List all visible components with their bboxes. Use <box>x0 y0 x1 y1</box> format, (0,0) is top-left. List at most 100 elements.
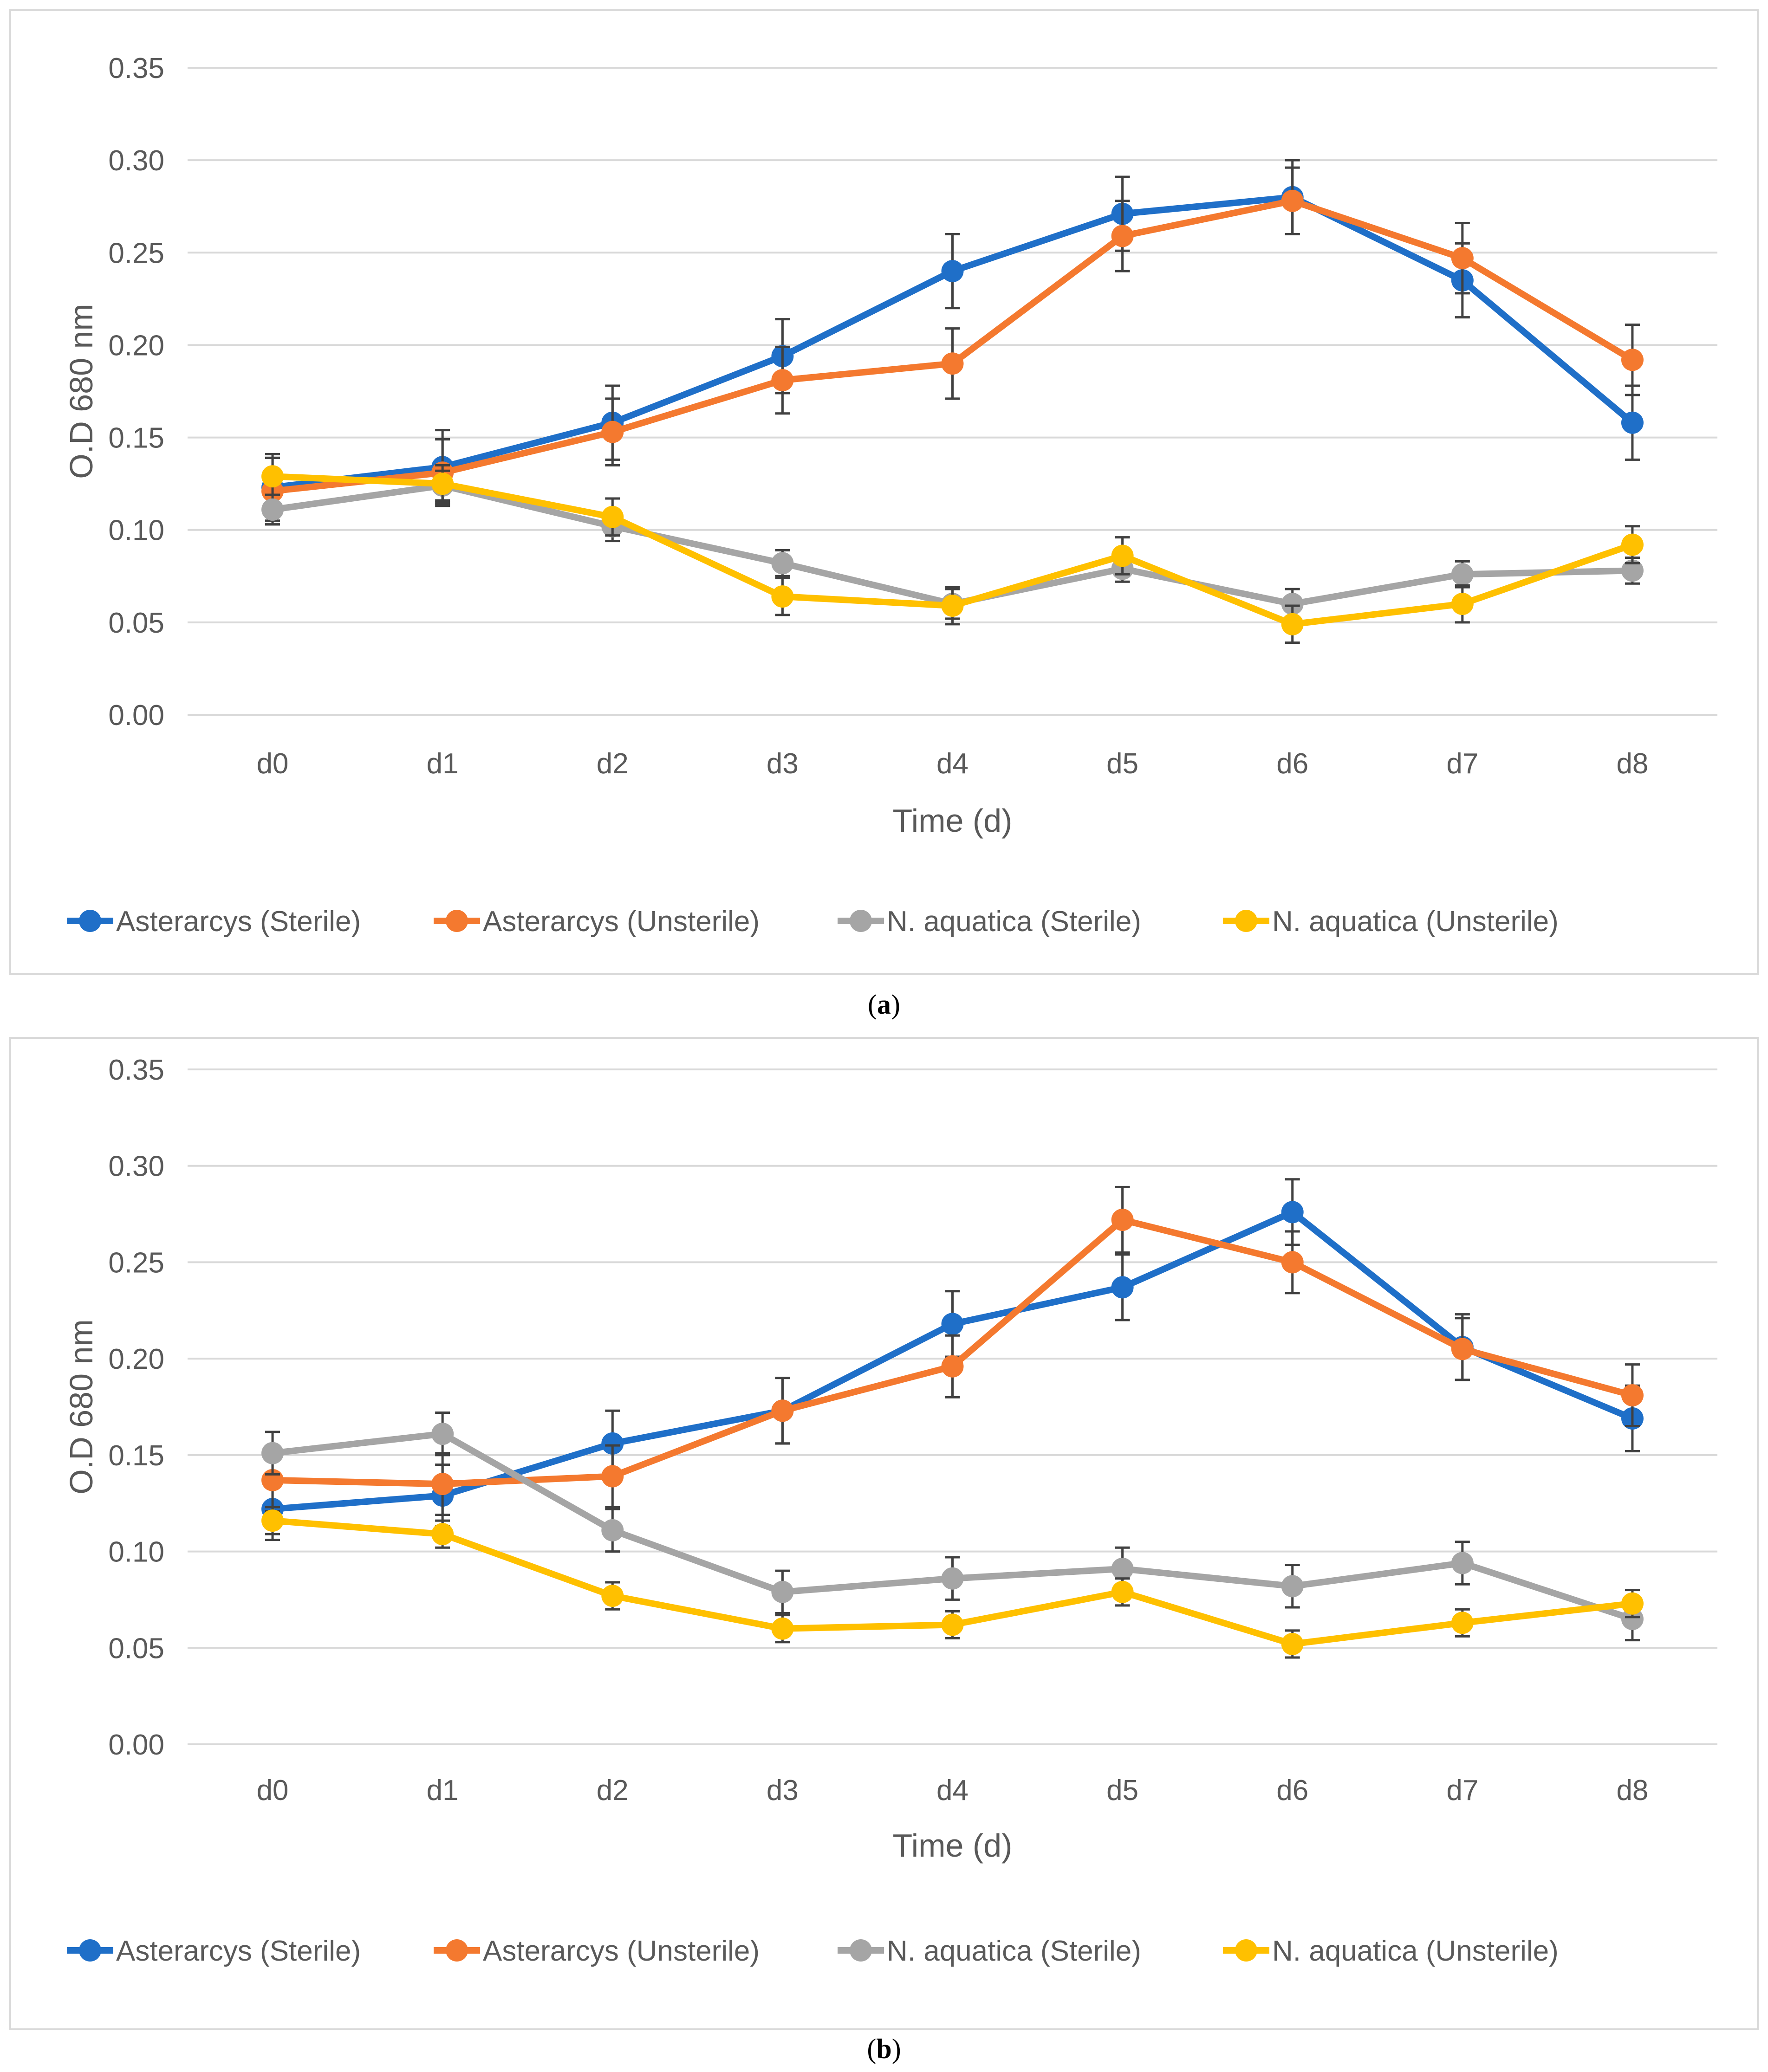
data-point-b-0-5 <box>1111 1276 1134 1299</box>
y-tick-label-b-1: 0.05 <box>108 1632 164 1664</box>
data-point-a-2-7 <box>1451 563 1474 586</box>
data-point-a-3-0 <box>261 465 284 488</box>
x-tick-label-b-2: d2 <box>597 1774 629 1807</box>
y-tick-label-a-4: 0.20 <box>108 330 164 362</box>
x-tick-label-b-6: d6 <box>1276 1774 1308 1807</box>
legend-item-a-1: Asterarcys (Unsterile) <box>434 906 760 938</box>
y-tick-label-b-5: 0.25 <box>108 1247 164 1279</box>
data-point-b-0-6 <box>1281 1201 1304 1224</box>
data-point-b-1-7 <box>1451 1338 1474 1360</box>
data-point-b-2-2 <box>601 1519 624 1541</box>
data-point-b-1-2 <box>601 1465 624 1488</box>
data-point-b-1-1 <box>431 1473 454 1496</box>
legend-a: Asterarcys (Sterile) Asterarcys (Unsteril… <box>67 906 1559 938</box>
data-point-b-1-6 <box>1281 1251 1304 1274</box>
data-point-b-3-4 <box>941 1613 964 1636</box>
series-b-1 <box>261 1185 1644 1516</box>
data-point-a-3-7 <box>1451 593 1474 615</box>
data-point-b-2-7 <box>1451 1552 1474 1574</box>
data-point-b-2-8 <box>1621 1607 1644 1630</box>
data-point-b-3-1 <box>431 1523 454 1546</box>
data-point-b-0-2 <box>601 1432 624 1455</box>
caption-a-letter: a <box>877 989 891 1020</box>
data-point-a-1-5 <box>1111 225 1134 247</box>
y-axis-title-a: O.D 680 nm <box>63 304 99 479</box>
caption-a: (a) <box>0 989 1768 1021</box>
data-point-b-3-3 <box>771 1617 794 1640</box>
legend-label: Asterarcys (Sterile) <box>116 906 361 938</box>
chart-panel-b: 0.00 0.05 0.10 0.15 0.20 0.25 0.30 0.35 d0 d1 d2 d3… <box>9 1037 1759 2030</box>
data-point-b-3-7 <box>1451 1612 1474 1634</box>
legend-label: Asterarcys (Unsterile) <box>483 906 760 938</box>
caption-b-letter: b <box>876 2033 892 2064</box>
data-point-a-1-6 <box>1281 189 1304 212</box>
legend-marker <box>1235 910 1257 932</box>
data-point-b-0-4 <box>941 1313 964 1335</box>
x-tick-label-b-4: d4 <box>936 1774 968 1807</box>
data-point-b-3-5 <box>1111 1580 1134 1603</box>
legend-marker <box>1235 1939 1257 1962</box>
data-point-a-1-3 <box>771 369 794 392</box>
x-tick-label-a-6: d6 <box>1276 748 1308 780</box>
legend-marker <box>446 910 468 932</box>
data-point-b-3-6 <box>1281 1632 1304 1655</box>
gridlines-b <box>188 1068 1717 1745</box>
caption-b: (b) <box>0 2033 1768 2065</box>
y-tick-label-a-1: 0.05 <box>108 607 164 639</box>
data-point-a-1-4 <box>941 352 964 375</box>
y-tick-label-b-3: 0.15 <box>108 1440 164 1472</box>
data-point-b-1-4 <box>941 1355 964 1378</box>
legend-b: Asterarcys (Sterile) Asterarcys (Unsteril… <box>67 1935 1559 1967</box>
data-point-a-1-8 <box>1621 349 1644 371</box>
x-tick-label-b-5: d5 <box>1106 1774 1138 1807</box>
legend-marker <box>79 1939 101 1962</box>
data-point-a-2-3 <box>771 552 794 575</box>
legend-item-b-2: N. aquatica (Sterile) <box>838 1935 1141 1967</box>
caption-b-close: ) <box>891 2033 901 2064</box>
caption-a-open: ( <box>868 989 877 1020</box>
data-point-a-3-1 <box>431 473 454 495</box>
chart-panel-a: 0.00 0.05 0.10 0.15 0.20 0.25 0.30 0.35 d0 d1 d2 d3… <box>9 9 1759 975</box>
y-axis-title-b: O.D 680 nm <box>63 1319 99 1494</box>
y-tick-label-b-4: 0.20 <box>108 1343 164 1375</box>
x-tick-label-b-8: d8 <box>1616 1774 1648 1807</box>
data-point-a-3-3 <box>771 585 794 608</box>
legend-label: N. aquatica (Unsterile) <box>1272 906 1559 938</box>
legend-marker <box>446 1939 468 1962</box>
x-tick-label-a-1: d1 <box>427 748 459 780</box>
data-point-b-3-0 <box>261 1509 284 1532</box>
x-axis-title-b: Time (d) <box>893 1827 1013 1864</box>
series-a-1 <box>261 166 1644 526</box>
line-chart-a: 0.00 0.05 0.10 0.15 0.20 0.25 0.30 0.35 d0 d1 d2 d3… <box>63 52 1717 938</box>
data-point-a-3-5 <box>1111 544 1134 567</box>
y-tick-label-b-0: 0.00 <box>108 1729 164 1761</box>
data-point-b-2-0 <box>261 1442 284 1464</box>
legend-marker <box>79 910 101 932</box>
x-tick-label-b-7: d7 <box>1446 1774 1478 1807</box>
y-tick-label-a-5: 0.25 <box>108 237 164 269</box>
data-point-b-1-8 <box>1621 1384 1644 1407</box>
data-point-b-3-8 <box>1621 1592 1644 1615</box>
data-point-a-1-2 <box>601 421 624 443</box>
x-tick-label-a-2: d2 <box>597 748 629 780</box>
data-point-a-2-8 <box>1621 559 1644 582</box>
data-point-b-1-5 <box>1111 1209 1134 1231</box>
x-tick-label-b-0: d0 <box>257 1774 289 1807</box>
x-axis-title-a: Time (d) <box>893 803 1013 839</box>
y-tick-label-a-0: 0.00 <box>108 699 164 732</box>
legend-item-a-0: Asterarcys (Sterile) <box>67 906 361 938</box>
legend-marker <box>850 1939 872 1962</box>
data-point-a-3-4 <box>941 595 964 617</box>
legend-label: N. aquatica (Unsterile) <box>1272 1935 1559 1967</box>
data-point-a-3-6 <box>1281 613 1304 635</box>
data-point-b-3-2 <box>601 1585 624 1607</box>
series-b-2 <box>261 1411 1644 1642</box>
data-point-a-3-8 <box>1621 533 1644 556</box>
legend-item-b-1: Asterarcys (Unsterile) <box>434 1935 760 1967</box>
legend-item-a-2: N. aquatica (Sterile) <box>838 906 1141 938</box>
data-point-a-2-0 <box>261 498 284 521</box>
x-tick-label-b-1: d1 <box>427 1774 459 1807</box>
legend-label: N. aquatica (Sterile) <box>887 1935 1141 1967</box>
legend-item-b-0: Asterarcys (Sterile) <box>67 1935 361 1967</box>
caption-a-close: ) <box>891 989 900 1020</box>
